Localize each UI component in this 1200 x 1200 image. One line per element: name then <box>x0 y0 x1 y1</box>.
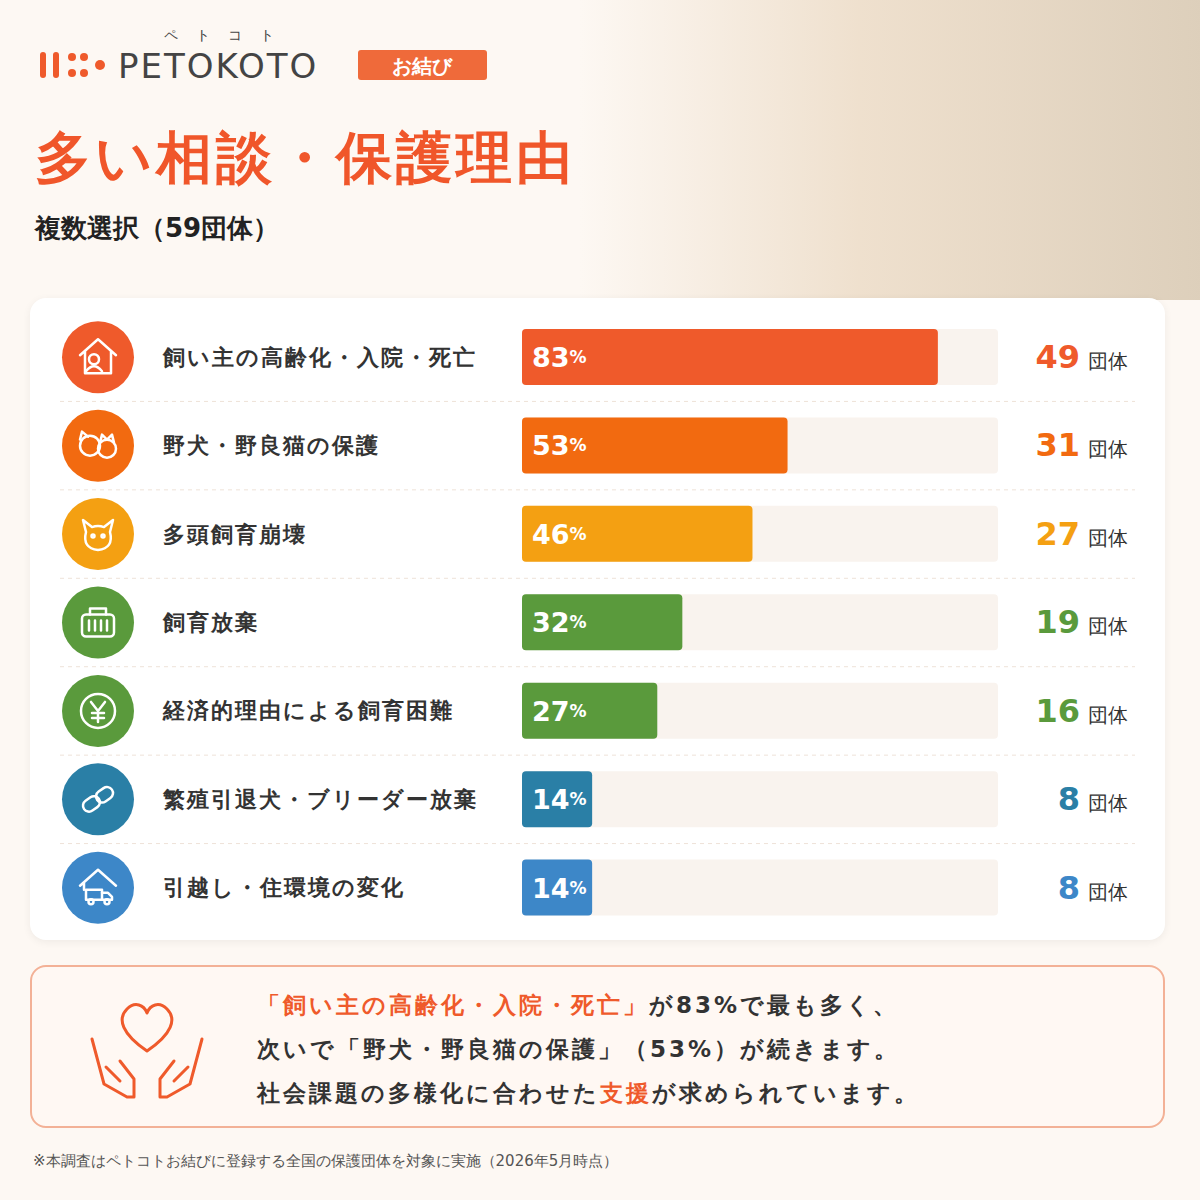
svg-text:19: 19 <box>1035 603 1080 641</box>
svg-text:引越し・住環境の変化: 引越し・住環境の変化 <box>163 875 405 900</box>
svg-text:14%: 14% <box>532 784 587 815</box>
svg-text:ペトコト: ペトコト <box>164 27 292 43</box>
html-text:複数選択（59団体）: 複数選択（59団体） <box>35 213 280 243</box>
svg-text:団体: 団体 <box>1088 791 1128 815</box>
svg-text:団体: 団体 <box>1088 880 1128 904</box>
html-text:「飼い主の高齢化・入院・死亡」が83%で最も多く、: 「飼い主の高齢化・入院・死亡」が83%で最も多く、 <box>257 992 900 1018</box>
html-text:※本調査はペトコトお結びに登録する全国の保護団体を対象に実施: ※本調査はペトコトお結びに登録する全国の保護団体を対象に実施（2026年5月時点… <box>33 1152 619 1170</box>
svg-text:49: 49 <box>1035 338 1080 376</box>
html-text:社会課題の多様化に合わせた支援が求められています。: 社会課題の多様化に合わせた支援が求められています。 <box>257 1080 920 1106</box>
svg-text:53%: 53% <box>532 430 587 461</box>
svg-text:飼い主の高齢化・入院・死亡: 飼い主の高齢化・入院・死亡 <box>162 345 477 370</box>
svg-text:団体: 団体 <box>1088 526 1128 550</box>
svg-text:多頭飼育崩壊: 多頭飼育崩壊 <box>163 522 307 547</box>
svg-text:団体: 団体 <box>1088 614 1128 638</box>
html-text:多い相談・保護理由: 多い相談・保護理由 <box>35 125 576 190</box>
svg-text:8: 8 <box>1058 780 1080 818</box>
svg-text:繁殖引退犬・ブリーダー放棄: 繁殖引退犬・ブリーダー放棄 <box>162 787 478 812</box>
svg-text:27: 27 <box>1035 515 1080 553</box>
svg-text:32%: 32% <box>532 607 587 638</box>
svg-text:団体: 団体 <box>1088 703 1128 727</box>
svg-text:27%: 27% <box>532 695 587 726</box>
svg-text:14%: 14% <box>532 872 587 903</box>
svg-text:お結び: お結び <box>392 54 453 78</box>
svg-text:経済的理由による飼育困難: 経済的理由による飼育困難 <box>162 698 454 723</box>
svg-text:31: 31 <box>1035 426 1080 464</box>
svg-text:野犬・野良猫の保護: 野犬・野良猫の保護 <box>163 433 380 458</box>
svg-text:8: 8 <box>1058 869 1080 907</box>
html-text:次いで「野犬・野良猫の保護」（53%）が続きます。: 次いで「野犬・野良猫の保護」（53%）が続きます。 <box>257 1036 901 1062</box>
svg-text:団体: 団体 <box>1088 437 1128 461</box>
svg-text:46%: 46% <box>532 518 587 549</box>
svg-text:16: 16 <box>1035 692 1080 730</box>
svg-text:PETOKOTO: PETOKOTO <box>118 46 318 86</box>
svg-text:83%: 83% <box>532 342 587 373</box>
svg-text:飼育放棄: 飼育放棄 <box>162 610 259 635</box>
svg-text:団体: 団体 <box>1088 349 1128 373</box>
